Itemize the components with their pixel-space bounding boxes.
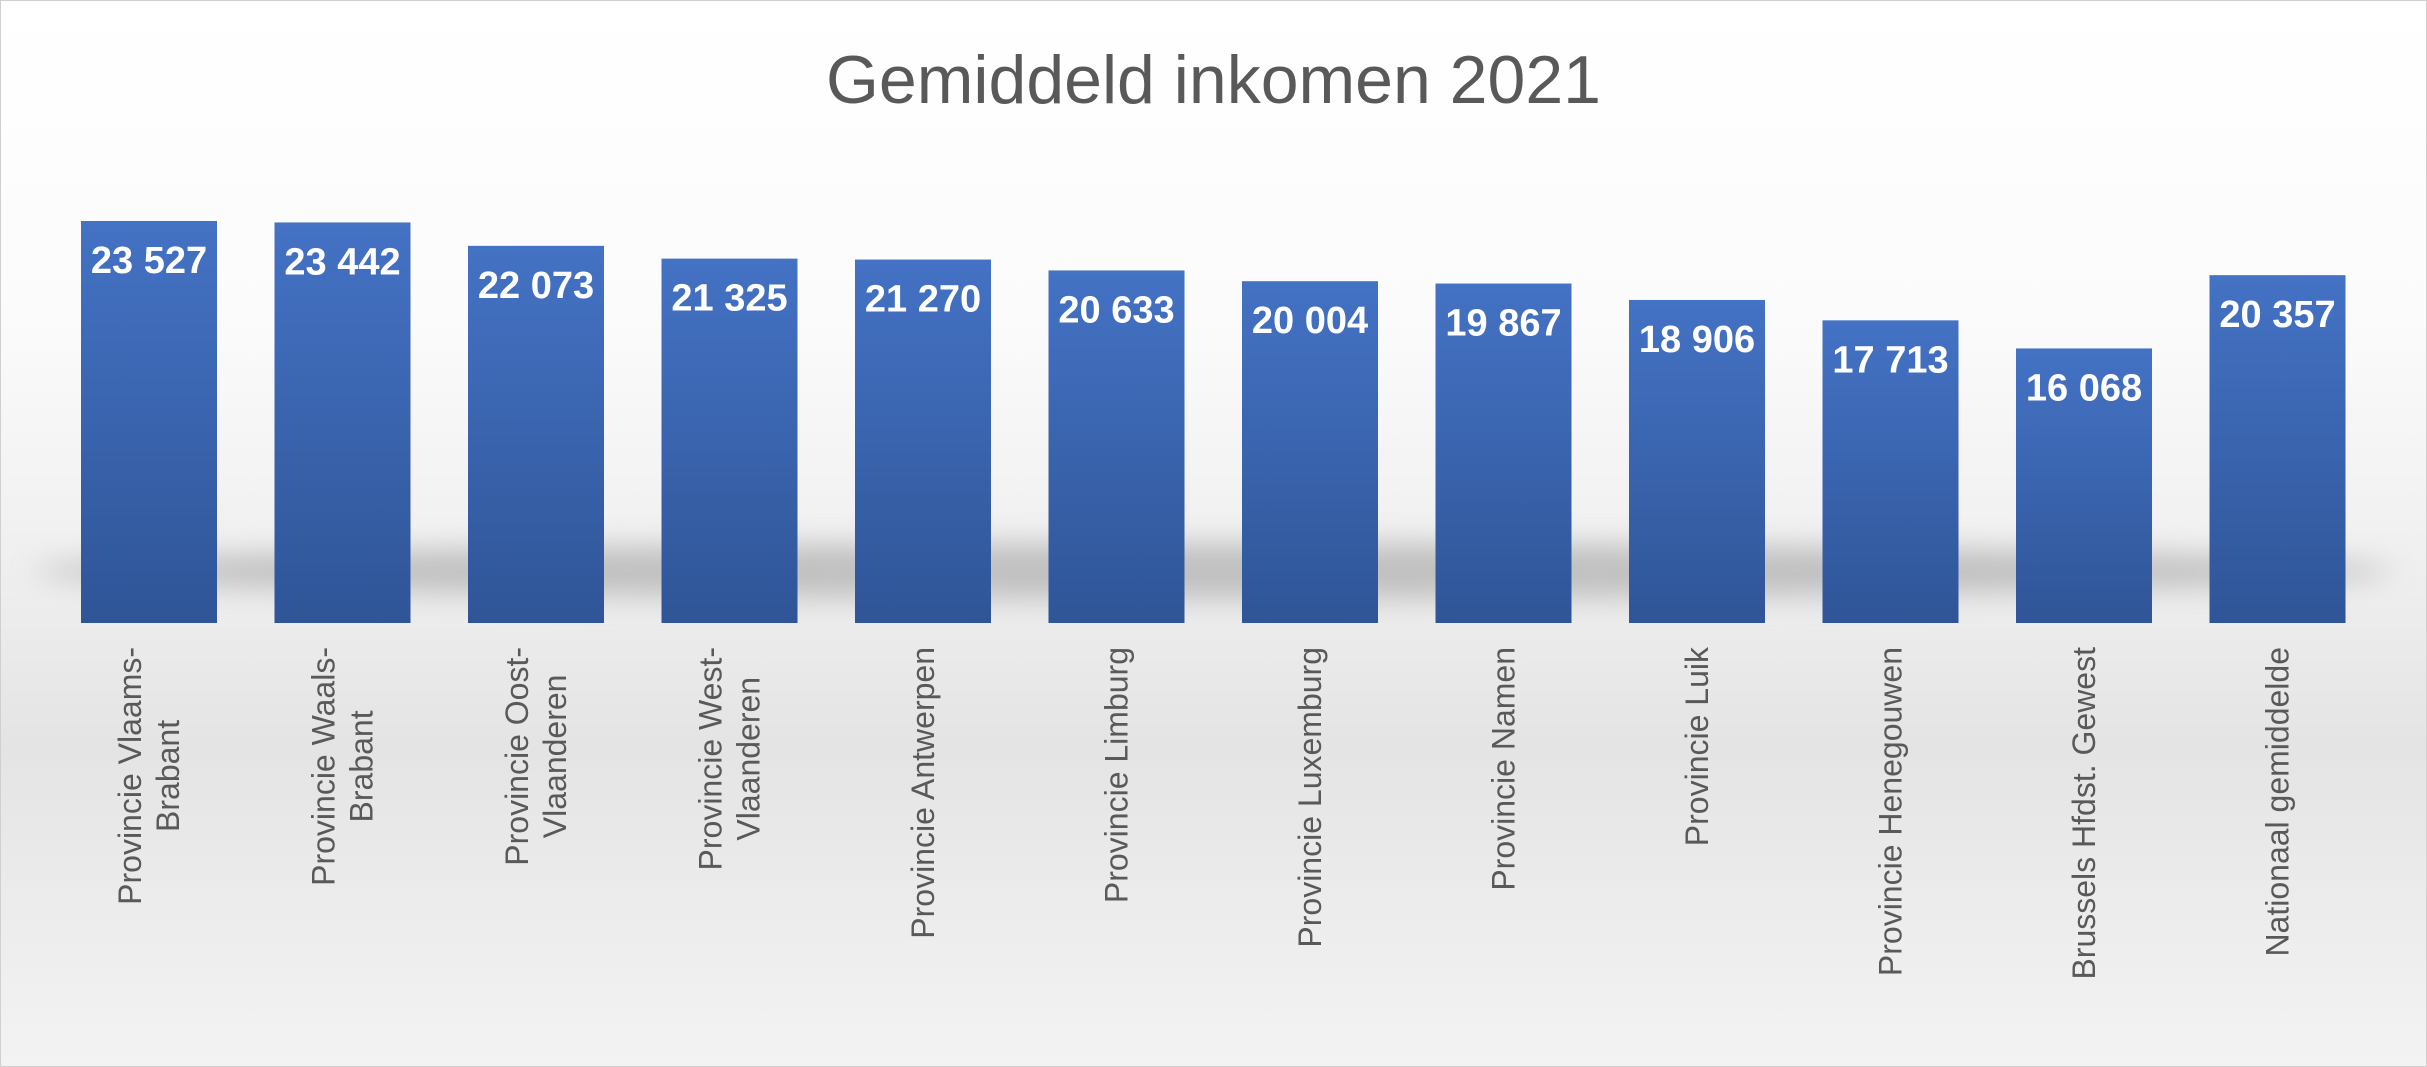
bar-value-label: 20 004 (1252, 300, 1368, 342)
category-label-line: Provincie Limburg (1099, 647, 1135, 903)
category-label: Provincie Henegouwen (1873, 647, 1909, 976)
bar-value-label: 19 867 (1445, 303, 1561, 345)
category-label: Provincie Luik (1679, 646, 1715, 846)
category-label: Provincie West- Vlaanderen (693, 647, 767, 870)
category-label-line: Provincie West- (693, 647, 729, 870)
bar (1822, 320, 1959, 623)
bar (855, 259, 991, 623)
category-label: Provincie Luxemburg (1292, 647, 1328, 948)
chart-title: Gemiddeld inkomen 2021 (826, 42, 1601, 118)
category-label: Nationaal gemiddelde (2260, 647, 2296, 957)
bar-value-label: 21 270 (865, 279, 981, 321)
bar (2209, 275, 2346, 623)
bar (1048, 270, 1185, 623)
category-label-line: Provincie Vlaams- (112, 647, 148, 905)
bar-value-label: 18 906 (1639, 319, 1755, 361)
category-label: Provincie Limburg (1099, 647, 1135, 903)
bar-value-label: 16 068 (2026, 367, 2142, 409)
category-label-line: Provincie Namen (1486, 647, 1522, 891)
category-label-line: Brabant (150, 720, 186, 832)
bar-value-label: 20 633 (1058, 289, 1174, 331)
bar-value-label: 23 527 (91, 240, 207, 282)
bar (2016, 348, 2152, 623)
bar (468, 245, 604, 624)
category-labels: Provincie Vlaams- Brabant Provincie Waals-… (112, 646, 2296, 980)
bar (81, 221, 217, 623)
bars-layer: 23 527 23 442 22 073 21 325 21 270 20 633 20 0… (81, 221, 2346, 624)
category-label-line: Provincie Waals- (306, 647, 342, 886)
category-label: Provincie Antwerpen (905, 647, 941, 939)
bar (1435, 283, 1572, 623)
category-label: Provincie Waals- Brabant (306, 647, 380, 886)
floor-shadow (33, 543, 2393, 599)
category-label-line: Vlaanderen (731, 677, 767, 841)
category-label-line: Provincie Oost- (499, 647, 535, 866)
bar-value-label: 22 073 (478, 265, 594, 307)
bar-value-label: 20 357 (2219, 294, 2335, 336)
category-label-line: Provincie Luik (1679, 646, 1715, 846)
category-label: Provincie Oost- Vlaanderen (499, 647, 573, 866)
category-label-line: Provincie Luxemburg (1292, 647, 1328, 948)
bar-value-label: 23 442 (284, 241, 400, 283)
bar (1242, 281, 1378, 623)
bar-value-label: 17 713 (1832, 339, 1948, 381)
bar-value-label: 21 325 (671, 278, 787, 320)
category-label-line: Provincie Antwerpen (905, 647, 941, 939)
bar (1629, 299, 1765, 623)
category-label-line: Vlaanderen (537, 675, 573, 839)
category-label-line: Provincie Henegouwen (1873, 647, 1909, 976)
category-label: Provincie Vlaams- Brabant (112, 647, 186, 905)
category-label: Provincie Namen (1486, 647, 1522, 891)
category-label-line: Brussels Hfdst. Gewest (2066, 647, 2102, 980)
category-label: Brussels Hfdst. Gewest (2066, 647, 2102, 980)
category-label-line: Brabant (344, 710, 380, 822)
bar (661, 258, 798, 623)
category-label-line: Nationaal gemiddelde (2260, 647, 2296, 957)
bar (274, 222, 411, 623)
